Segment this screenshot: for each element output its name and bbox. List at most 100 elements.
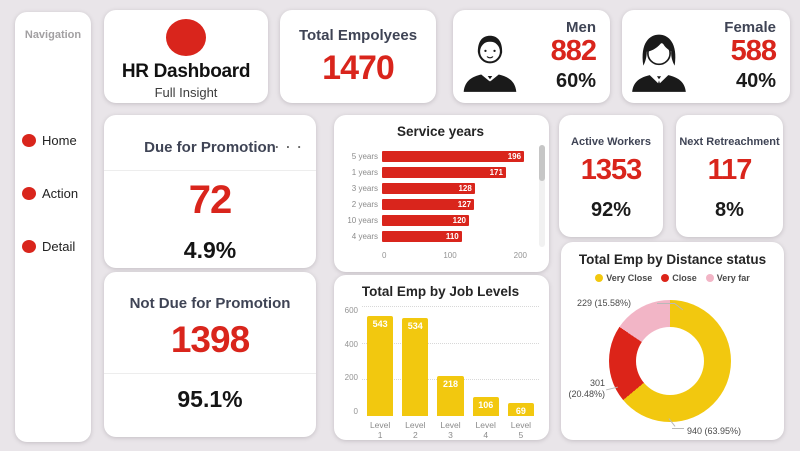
job-levels-bar[interactable]: 69 xyxy=(507,403,535,417)
total-employees-value: 1470 xyxy=(322,49,395,87)
x-axis-tick-label: 0 xyxy=(382,251,387,260)
sidebar-title: Navigation xyxy=(24,29,82,41)
sidebar-item-label: Detail xyxy=(42,239,76,254)
service-years-bar[interactable]: 128 xyxy=(382,182,475,194)
chart-distance-status: Total Emp by Distance status Very Close C… xyxy=(561,242,784,440)
job-levels-column: 106 xyxy=(472,306,499,416)
bar-track: 171 xyxy=(382,166,527,178)
job-levels-bar[interactable]: 218 xyxy=(437,376,464,416)
female-percent: 40% xyxy=(735,70,776,93)
bar-track: 110 xyxy=(382,230,527,242)
job-levels-y-axis: 600 400 200 0 xyxy=(342,306,362,416)
chart-service-years: Service years 5 years 196 1 years 171 3 year… xyxy=(334,115,549,272)
divider xyxy=(104,373,316,374)
man-icon xyxy=(463,35,517,92)
legend-item[interactable]: Close xyxy=(661,273,697,283)
card-active-workers: Active Workers 1353 92% xyxy=(559,115,663,237)
service-years-x-axis: 0 100 200 xyxy=(382,251,527,260)
bar-value-label: 127 xyxy=(457,199,472,209)
due-promotion-label: Due for Promotion xyxy=(144,139,276,156)
y-axis-tick-label: 600 xyxy=(344,306,358,315)
job-levels-title: Total Emp by Job Levels xyxy=(361,284,520,299)
job-levels-column: 69 xyxy=(507,306,535,417)
legend-item[interactable]: Very Close xyxy=(595,273,652,283)
y-axis-tick-label: 400 xyxy=(344,339,358,349)
service-years-row: 5 years 196 xyxy=(342,148,539,164)
job-levels-category-label: Level 3 xyxy=(440,420,461,440)
bar-track: 127 xyxy=(382,198,527,210)
y-axis-tick-label: 200 xyxy=(344,373,358,383)
woman-icon xyxy=(632,34,686,92)
service-years-bar[interactable]: 171 xyxy=(382,166,506,178)
gridline xyxy=(362,342,539,344)
job-levels-column: 218 xyxy=(437,306,464,416)
leader-line xyxy=(672,428,684,429)
service-years-bar[interactable]: 127 xyxy=(382,198,475,210)
divider xyxy=(104,170,316,171)
card-due-for-promotion: Due for Promotion . . . 72 4.9% xyxy=(104,115,316,268)
female-label: Female xyxy=(724,19,776,36)
dashboard-subtitle: Full Insight xyxy=(154,85,218,100)
sidebar-nav-list: Home Action Detail xyxy=(15,41,91,254)
men-value: 882 xyxy=(550,35,597,67)
sidebar-item-detail[interactable]: Detail xyxy=(22,239,91,254)
men-percent: 60% xyxy=(555,70,596,93)
bar-track: 196 xyxy=(382,150,527,162)
gridline xyxy=(362,306,539,307)
service-years-category-label: 2 years xyxy=(351,199,378,209)
legend-label: Very Close xyxy=(606,273,653,283)
service-years-category-label: 10 years xyxy=(347,215,378,225)
job-levels-category-label: Level 5 xyxy=(510,420,532,440)
bar-value-label: 218 xyxy=(442,379,459,390)
bar-value-label: 106 xyxy=(478,399,494,410)
sidebar-item-action[interactable]: Action xyxy=(22,186,91,201)
sidebar-item-home[interactable]: Home xyxy=(22,133,91,148)
service-years-row: 2 years 127 xyxy=(342,196,539,212)
job-levels-bar[interactable]: 106 xyxy=(472,396,499,416)
red-circle-logo-icon xyxy=(166,19,206,56)
job-levels-bar[interactable]: 543 xyxy=(367,316,394,416)
job-levels-plot: 543 534 218 106 69 xyxy=(362,306,539,416)
legend-dot-icon xyxy=(705,274,714,282)
callout-very-close: 940 (63.95%) xyxy=(687,426,742,436)
job-levels-x-axis: Level 1 Level 2 Level 3 Level 4 Level 5 xyxy=(362,420,539,440)
service-years-row: 1 years 171 xyxy=(342,164,539,180)
bar-value-label: 69 xyxy=(515,406,526,417)
service-years-title: Service years xyxy=(396,124,485,139)
next-retrenchment-percent: 8% xyxy=(715,199,744,221)
service-years-bar[interactable]: 196 xyxy=(382,150,525,162)
legend-dot-icon xyxy=(595,274,604,282)
job-levels-bar[interactable]: 534 xyxy=(402,318,429,416)
dashboard-title: HR Dashboard xyxy=(121,61,251,82)
legend-label: Very far xyxy=(716,273,750,283)
bar-value-label: 120 xyxy=(452,215,466,225)
card-hr-dashboard: HR Dashboard Full Insight xyxy=(104,10,268,103)
job-levels-category-label: Level 4 xyxy=(475,420,496,440)
sidebar-item-label: Action xyxy=(42,186,79,201)
service-years-bar[interactable]: 110 xyxy=(382,230,462,242)
scrollbar[interactable] xyxy=(539,145,545,247)
leader-line xyxy=(657,303,675,304)
donut-chart[interactable] xyxy=(609,300,731,422)
scrollbar-thumb[interactable] xyxy=(539,145,545,181)
x-axis-tick-label: 100 xyxy=(443,251,457,260)
sidebar-item-label: Home xyxy=(42,133,77,148)
card-total-employees: Total Empolyees 1470 xyxy=(280,10,436,103)
more-options-button[interactable]: . . . xyxy=(274,136,303,151)
x-axis-tick-label: 200 xyxy=(513,251,527,260)
female-value: 588 xyxy=(730,35,777,67)
service-years-bar[interactable]: 120 xyxy=(382,214,469,226)
red-dot-icon xyxy=(22,240,36,253)
next-retrenchment-value: 117 xyxy=(707,154,753,186)
job-levels-columns: 543 534 218 106 69 xyxy=(362,306,539,416)
bar-value-label: 534 xyxy=(407,321,423,332)
next-retrenchment-label: Next Retreachment xyxy=(679,136,780,148)
legend-item[interactable]: Very far xyxy=(705,273,750,283)
legend-dot-icon xyxy=(661,274,670,282)
due-promotion-percent: 4.9% xyxy=(183,237,237,263)
not-due-promotion-label: Not Due for Promotion xyxy=(129,295,291,312)
callout-close: 301 (20.48%) xyxy=(568,378,605,400)
due-promotion-value: 72 xyxy=(188,178,233,222)
card-not-due-for-promotion: Not Due for Promotion 1398 95.1% xyxy=(104,272,316,437)
chart-job-levels: Total Emp by Job Levels 600 400 200 0 543 53… xyxy=(334,275,549,440)
